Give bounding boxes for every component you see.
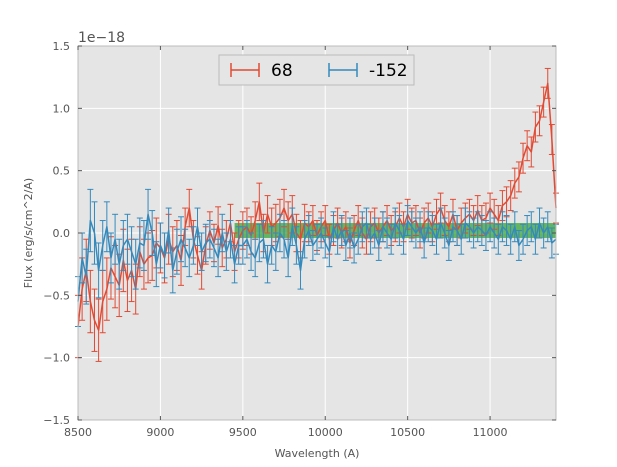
y-axis-label: Flux (erg/s/cm^2/A)	[22, 178, 35, 288]
y-tick-label: −0.5	[43, 289, 70, 302]
legend-entry-2: -152	[328, 61, 408, 81]
y-tick-label: 1.5	[53, 40, 71, 53]
y-tick-label: 0.0	[53, 227, 71, 240]
x-axis-label: Wavelength (A)	[275, 447, 360, 460]
y-tick-label: 0.5	[53, 165, 71, 178]
x-tick-label: 9000	[146, 426, 174, 439]
series-layer	[75, 67, 559, 362]
legend-label: -152	[369, 61, 408, 81]
y-tick-label: 1.0	[53, 102, 71, 115]
axis-ticks: 8500 9000 9500 10000 10500 11000 −1.5 −1.0 −0.5 0…	[43, 40, 556, 439]
x-tick-label: 10000	[308, 426, 343, 439]
series-2	[75, 188, 559, 327]
y-tick-label: −1.5	[43, 414, 70, 427]
x-tick-label: 10500	[390, 426, 425, 439]
y-offset-label: 1e−18	[78, 30, 125, 46]
x-tick-label: 9500	[229, 426, 257, 439]
x-tick-label: 11000	[473, 426, 508, 439]
series-line	[77, 213, 557, 302]
legend-label: 68	[271, 61, 293, 81]
legend: 68 -152	[218, 54, 415, 86]
y-tick-label: −1.0	[43, 352, 70, 365]
legend-entry-1: 68	[230, 61, 293, 81]
x-tick-label: 8500	[64, 426, 92, 439]
